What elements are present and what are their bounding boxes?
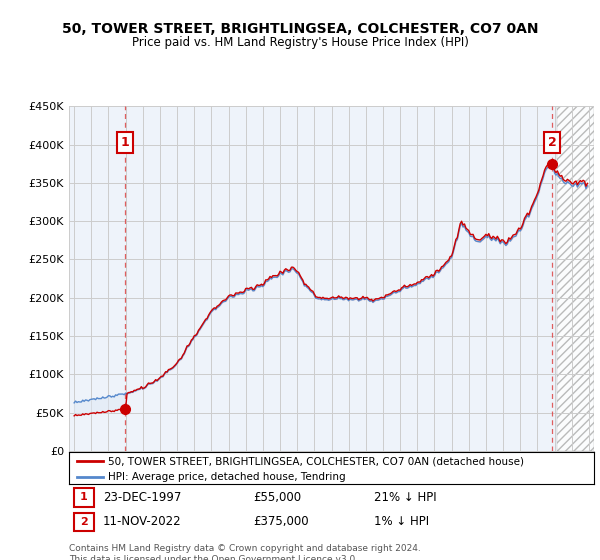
Text: 2: 2 xyxy=(548,136,557,149)
Text: 1: 1 xyxy=(80,492,88,502)
Text: 11-NOV-2022: 11-NOV-2022 xyxy=(103,516,182,529)
Text: 50, TOWER STREET, BRIGHTLINGSEA, COLCHESTER, CO7 0AN (detached house): 50, TOWER STREET, BRIGHTLINGSEA, COLCHES… xyxy=(109,456,524,466)
Bar xyxy=(557,106,594,451)
Text: Price paid vs. HM Land Registry's House Price Index (HPI): Price paid vs. HM Land Registry's House … xyxy=(131,36,469,49)
Text: 2: 2 xyxy=(80,517,88,527)
Text: 21% ↓ HPI: 21% ↓ HPI xyxy=(373,491,436,504)
FancyBboxPatch shape xyxy=(74,512,94,531)
Text: 1: 1 xyxy=(121,136,130,149)
Text: £55,000: £55,000 xyxy=(253,491,301,504)
Text: 1% ↓ HPI: 1% ↓ HPI xyxy=(373,516,428,529)
Text: 50, TOWER STREET, BRIGHTLINGSEA, COLCHESTER, CO7 0AN: 50, TOWER STREET, BRIGHTLINGSEA, COLCHES… xyxy=(62,22,538,36)
Text: 23-DEC-1997: 23-DEC-1997 xyxy=(103,491,182,504)
FancyBboxPatch shape xyxy=(74,488,94,507)
Text: HPI: Average price, detached house, Tendring: HPI: Average price, detached house, Tend… xyxy=(109,473,346,482)
Text: £375,000: £375,000 xyxy=(253,516,308,529)
Text: Contains HM Land Registry data © Crown copyright and database right 2024.
This d: Contains HM Land Registry data © Crown c… xyxy=(69,544,421,560)
